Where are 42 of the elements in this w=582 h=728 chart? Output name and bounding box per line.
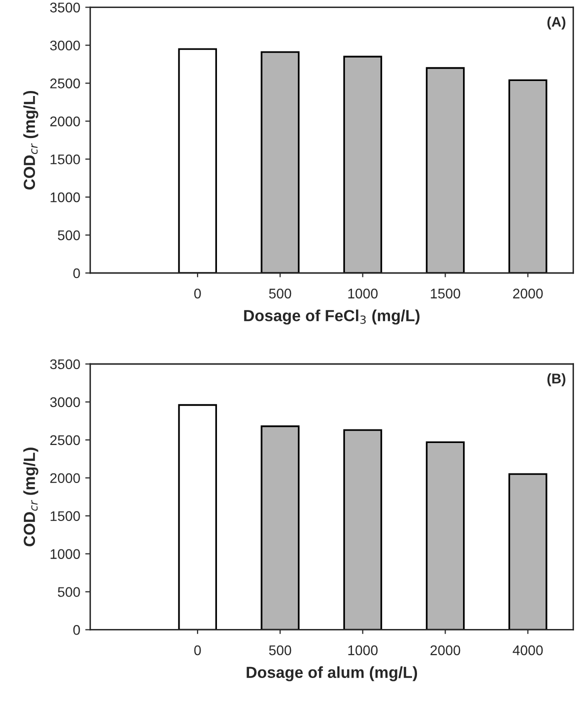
x-tick-label: 0 bbox=[194, 645, 201, 656]
y-tick-label: 1500 bbox=[50, 154, 80, 164]
x-tick-label: 0 bbox=[194, 288, 201, 298]
x-tick-label: 1000 bbox=[348, 645, 378, 656]
annotation: (B) bbox=[547, 373, 566, 386]
y-tick-label: 2000 bbox=[50, 116, 80, 126]
bar bbox=[508, 473, 548, 630]
bar bbox=[343, 56, 382, 273]
bar bbox=[178, 48, 217, 273]
x-tick-label: 500 bbox=[269, 645, 292, 656]
annotation: (A) bbox=[547, 16, 566, 30]
bar bbox=[343, 429, 382, 630]
y-tick-label: 1000 bbox=[50, 549, 80, 559]
bar bbox=[426, 67, 465, 273]
x-tick-label: 500 bbox=[269, 288, 292, 298]
bar bbox=[426, 441, 465, 630]
bar bbox=[260, 425, 300, 630]
bar bbox=[260, 51, 300, 273]
y-tick-label: 3500 bbox=[50, 359, 80, 370]
y-tick-label: 3000 bbox=[50, 397, 80, 408]
y-tick-label: 500 bbox=[58, 230, 80, 240]
y-tick-label: 3500 bbox=[50, 2, 80, 12]
y-tick-label: 3000 bbox=[50, 40, 80, 50]
x-tick-label: 1000 bbox=[348, 288, 378, 298]
y-tick-label: 1500 bbox=[50, 511, 80, 522]
y-tick-label: 500 bbox=[58, 587, 80, 597]
bar bbox=[508, 79, 548, 273]
y-tick-label: 1000 bbox=[50, 192, 80, 202]
x-tick-label: 2000 bbox=[430, 645, 460, 656]
y-tick-label: 0 bbox=[73, 625, 80, 635]
x-tick-label: 2000 bbox=[513, 288, 543, 298]
y-tick-label: 2500 bbox=[50, 435, 80, 446]
y-tick-label: 0 bbox=[73, 268, 80, 278]
y-tick-label: 2500 bbox=[50, 78, 80, 88]
x-tick-label: 4000 bbox=[512, 645, 543, 656]
x-axis-title: Dosage of alum (mg/L) bbox=[246, 666, 418, 682]
y-tick-label: 2000 bbox=[50, 473, 80, 484]
y-axis-title: COD$_{cr}$ (mg/L) bbox=[23, 448, 38, 546]
bar bbox=[178, 404, 217, 630]
x-tick-label: 1500 bbox=[430, 288, 460, 298]
x-axis-title: Dosage of FeCl$_{3}$ (mg/L) bbox=[244, 310, 420, 325]
y-axis-title: COD$_{cr}$ (mg/L) bbox=[23, 90, 38, 190]
